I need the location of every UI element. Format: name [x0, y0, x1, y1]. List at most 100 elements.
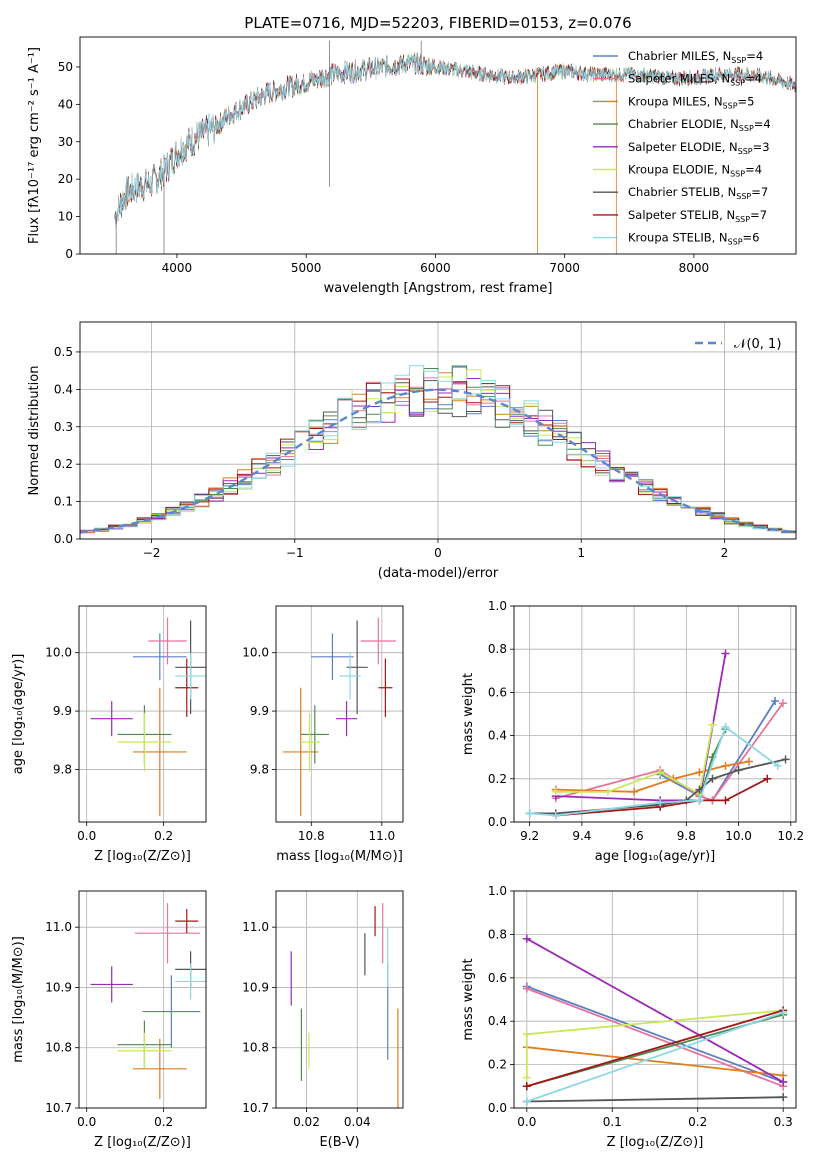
weight-series-line — [555, 702, 784, 802]
y-tick-label: 0.4 — [488, 1014, 507, 1028]
x-tick-label: 2 — [721, 546, 729, 560]
legend-count: =7 — [751, 185, 768, 199]
x-tick-label: 10.2 — [777, 829, 804, 843]
legend-subscript: SSP — [728, 238, 743, 247]
y-tick-label: 10.8 — [242, 1041, 269, 1055]
weight-marker — [522, 1082, 531, 1091]
x-axis-label: (data-model)/error — [378, 566, 499, 581]
weight-series-line — [526, 1009, 784, 1088]
x-tick-label: 0.0 — [77, 829, 96, 843]
weight-marker — [778, 699, 787, 708]
y-tick-label: 0.2 — [488, 772, 507, 786]
y-tick-label: 11.0 — [45, 920, 72, 934]
y-tick-label: 50 — [58, 60, 73, 74]
weight-marker — [551, 811, 560, 820]
y-tick-label: 1.0 — [488, 599, 507, 613]
y-tick-label: 40 — [58, 97, 73, 111]
x-tick-label: 9.2 — [520, 829, 539, 843]
y-tick-label: 10 — [58, 210, 73, 224]
errorbar-group — [290, 903, 399, 1108]
y-tick-label: 0 — [65, 247, 73, 261]
x-axis-label: Z [log₁₀(Z/Z⊙)] — [94, 1135, 191, 1150]
x-tick-label: 0.02 — [293, 1115, 320, 1129]
x-tick-label: 7000 — [549, 261, 580, 275]
y-tick-label: 0.8 — [488, 927, 507, 941]
gaussian-curve — [80, 388, 796, 534]
weight-marker — [763, 774, 772, 783]
y-tick-label: 30 — [58, 135, 73, 149]
x-axis-label: Z [log₁₀(Z/Z⊙)] — [94, 849, 191, 864]
x-axis-label: age [log₁₀(age/yr)] — [595, 849, 716, 864]
y-tick-label: 9.9 — [250, 704, 269, 718]
x-tick-label: 4000 — [162, 261, 193, 275]
weight-marker — [695, 796, 704, 805]
y-tick-label: 9.8 — [250, 762, 269, 776]
y-tick-label: 10.9 — [45, 980, 72, 994]
weight-series-line — [526, 1096, 784, 1103]
weight-series-line — [526, 937, 784, 1083]
axes-frame — [78, 605, 207, 823]
legend-entry: Kroupa MILES, NSSP=5 — [628, 94, 754, 110]
legend-entry: 𝒩(0, 1) — [734, 337, 781, 352]
legend-subscript: SSP — [730, 170, 745, 179]
legend-count: =4 — [754, 117, 771, 131]
legend-subscript: SSP — [731, 56, 746, 65]
weight-series-line — [555, 760, 750, 793]
histogram-group — [80, 365, 796, 534]
x-tick-label: 11.0 — [368, 829, 395, 843]
weight-marker — [522, 1073, 531, 1082]
y-tick-label: 10.0 — [45, 646, 72, 660]
y-axis-label: age [log₁₀(age/yr)] — [11, 654, 26, 775]
weight-marker — [708, 774, 717, 783]
weight-series-line — [529, 758, 786, 815]
legend-count: =4 — [745, 72, 762, 86]
y-tick-label: 20 — [58, 172, 73, 186]
legend-entry: Salpeter ELODIE, NSSP=3 — [628, 140, 770, 156]
y-tick-label: 0.0 — [54, 532, 73, 546]
legend-entry: Kroupa ELODIE, NSSP=4 — [628, 163, 762, 179]
weight-series-line — [526, 985, 784, 1083]
weight-lines — [525, 649, 790, 820]
y-tick-label: 0.2 — [54, 457, 73, 471]
y-tick-label: 0.0 — [488, 1101, 507, 1115]
legend-entry: Salpeter STELIB, NSSP=7 — [628, 208, 767, 224]
legend-entry: Chabrier STELIB, NSSP=7 — [628, 185, 768, 201]
y-tick-label: 0.6 — [488, 971, 507, 985]
y-tick-label: 10.0 — [242, 646, 269, 660]
legend-subscript: SSP — [735, 215, 750, 224]
y-axis-label: mass [log₁₀(M/M⊙)] — [11, 936, 26, 1063]
y-axis-label: Normed distribution — [27, 366, 42, 496]
y-tick-label: 1.0 — [488, 884, 507, 898]
y-tick-label: 0.8 — [488, 642, 507, 656]
weight-marker — [604, 787, 612, 796]
histogram-steps — [80, 378, 796, 532]
x-tick-label: 0.04 — [344, 1115, 371, 1129]
x-tick-label: 0.0 — [77, 1115, 96, 1129]
y-tick-label: 0.6 — [488, 685, 507, 699]
x-tick-label: 9.4 — [572, 829, 591, 843]
histogram-steps — [80, 365, 796, 532]
y-tick-label: 0.0 — [488, 815, 507, 829]
legend-subscript: SSP — [723, 101, 738, 110]
y-tick-label: 0.4 — [54, 382, 73, 396]
y-tick-label: 10.7 — [242, 1101, 269, 1115]
legend-count: =6 — [743, 231, 760, 245]
legend-subscript: SSP — [739, 124, 754, 133]
y-axis-label: Flux [fλ10⁻¹⁷ erg cm⁻² s⁻¹ A⁻¹] — [27, 47, 42, 244]
weight-marker — [779, 1093, 788, 1102]
weight-marker — [721, 796, 730, 805]
x-tick-label: 6000 — [420, 261, 451, 275]
x-tick-label: −2 — [143, 546, 161, 560]
weight-marker — [708, 720, 717, 729]
y-axis-label: mass weight — [461, 673, 476, 755]
y-tick-label: 0.3 — [54, 420, 73, 434]
axes-frame — [513, 890, 797, 1109]
y-tick-label: 11.0 — [242, 920, 269, 934]
weight-series-line — [555, 653, 727, 802]
x-tick-label: 1 — [577, 546, 585, 560]
x-tick-label: 0.2 — [154, 829, 173, 843]
legend-subscript: SSP — [736, 192, 751, 201]
x-tick-label: 10.0 — [725, 829, 752, 843]
y-tick-label: 9.9 — [53, 704, 72, 718]
x-tick-label: 9.8 — [677, 829, 696, 843]
